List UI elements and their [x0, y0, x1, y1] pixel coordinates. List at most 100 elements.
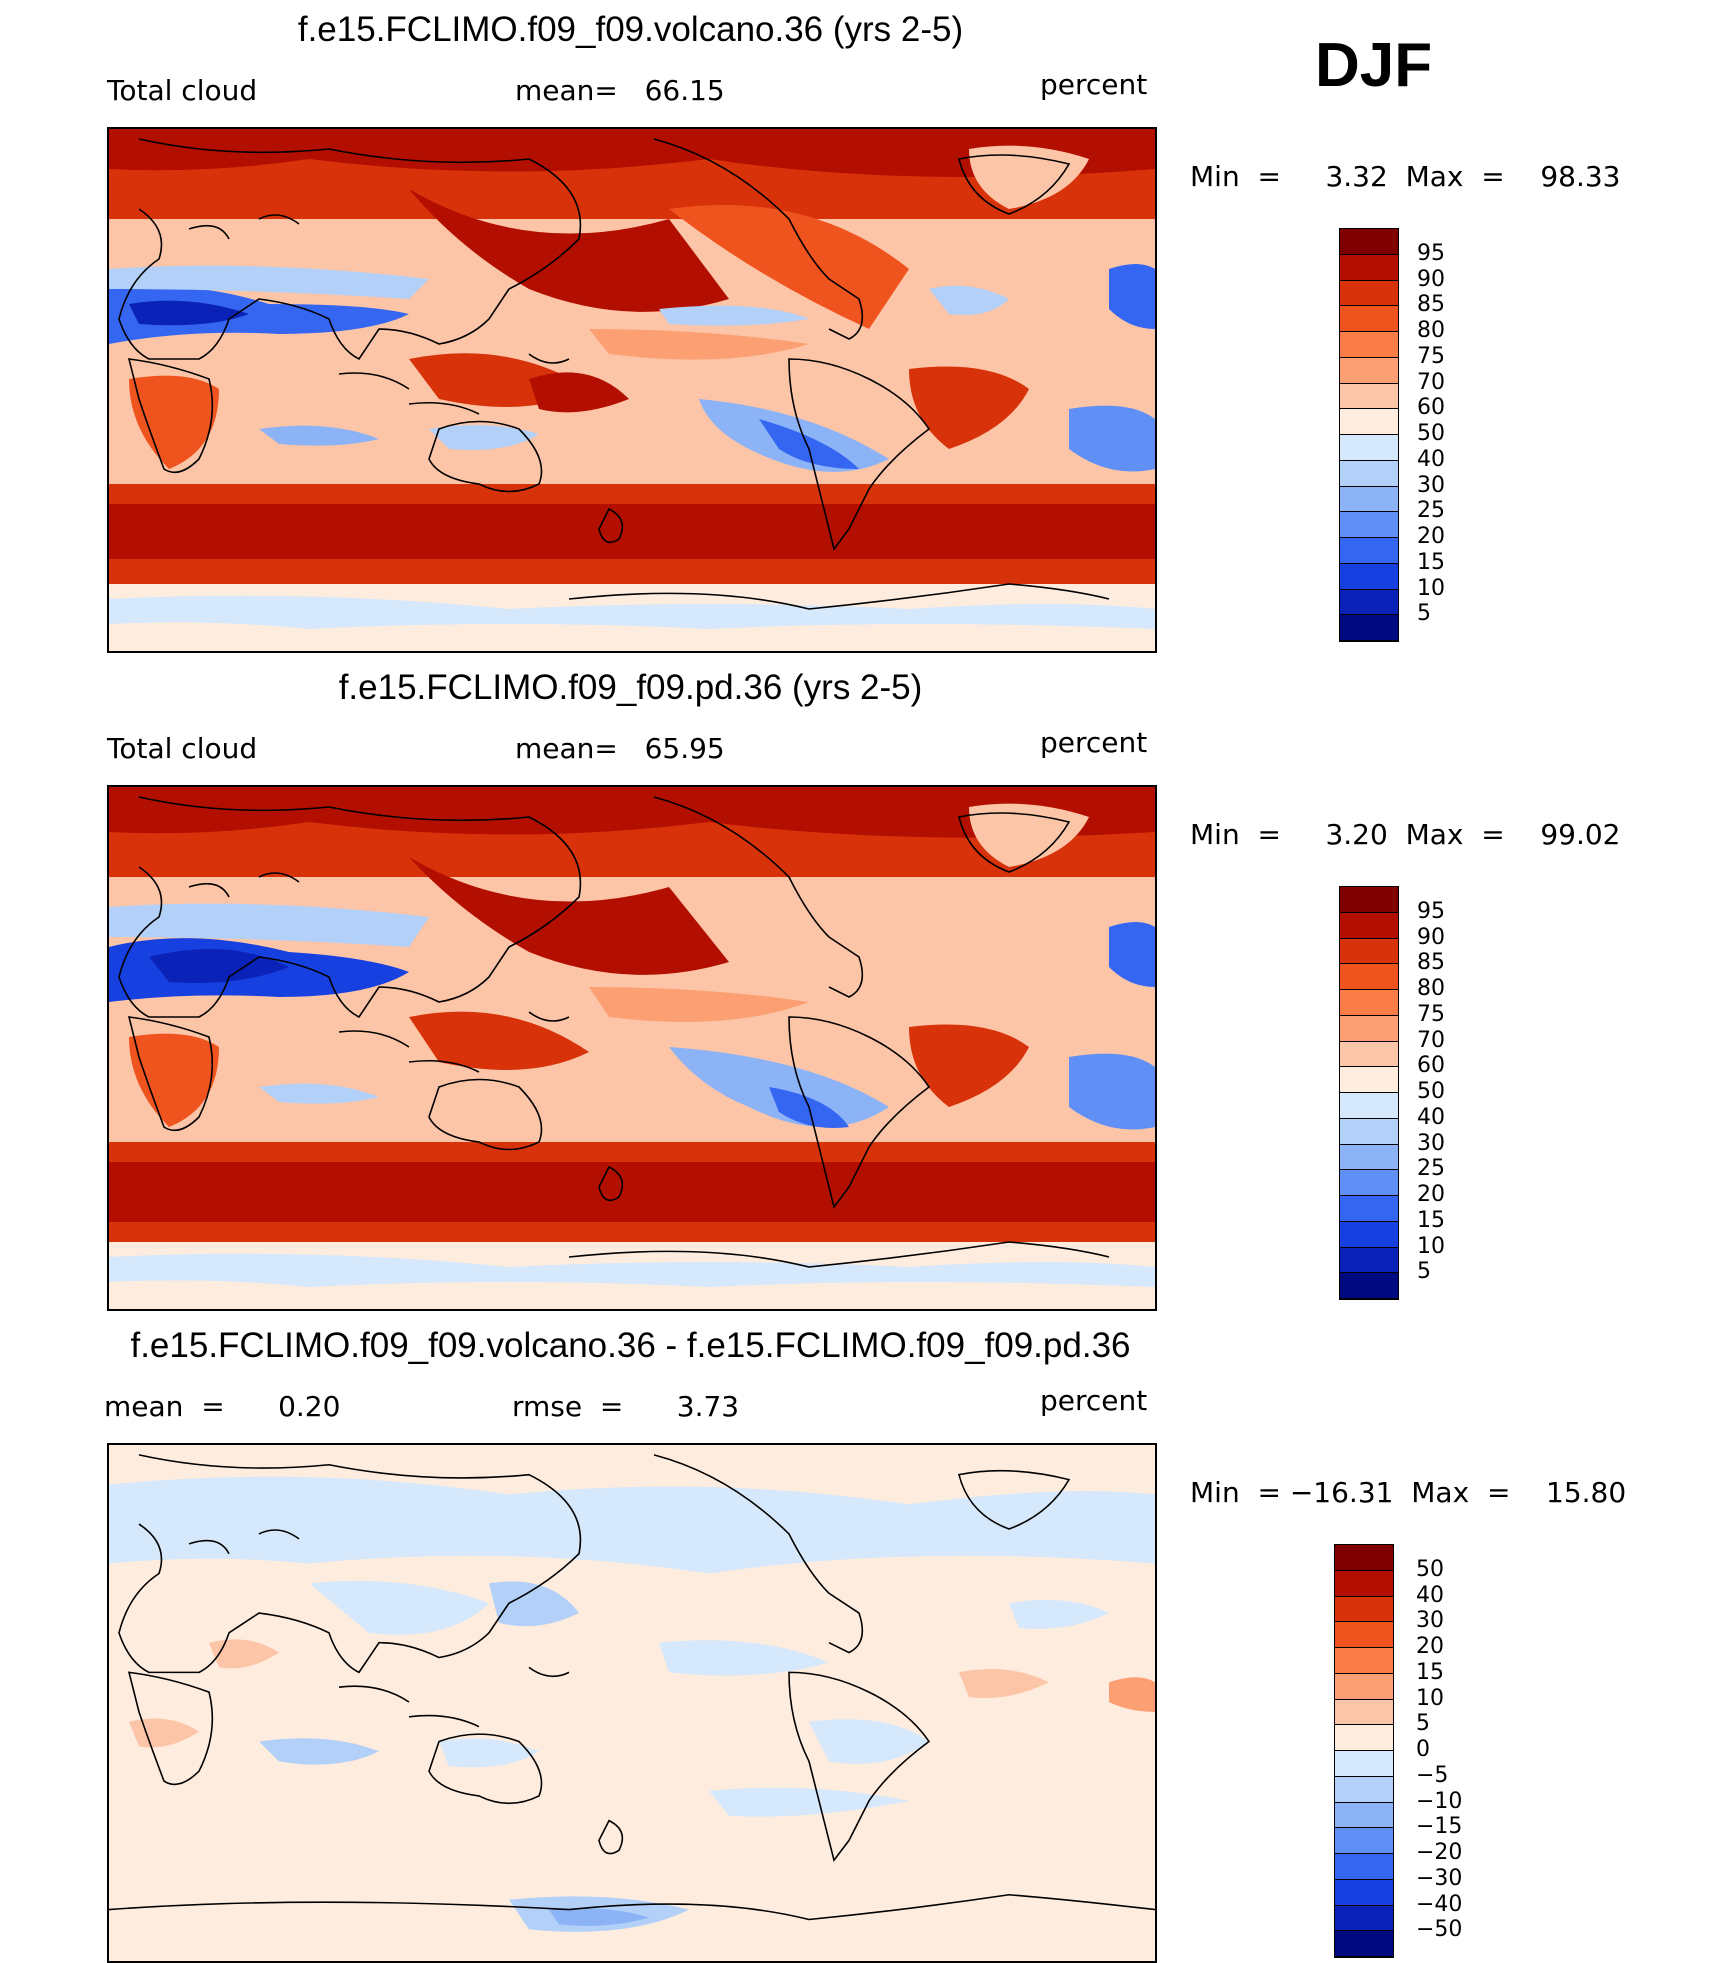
- colorbar-box: [1335, 1648, 1393, 1674]
- colorbar-box: [1340, 1118, 1398, 1145]
- panel2-variable-label: Total cloud: [107, 732, 258, 765]
- colorbar-box: [1340, 1221, 1398, 1248]
- colorbar-box: [1340, 912, 1398, 939]
- colorbar-tick-label: 15: [1417, 549, 1445, 575]
- colorbar-box: [1335, 1776, 1393, 1803]
- colorbar-box: [1340, 1247, 1398, 1274]
- panel2-title: f.e15.FCLIMO.f09_f09.pd.36 (yrs 2-5): [338, 668, 923, 707]
- panel3-mean-label: mean = 0.20: [104, 1390, 341, 1423]
- colorbar-box: [1340, 383, 1398, 410]
- panel1-colorbar-labels: 95 90 85 80 75 70 60 50 40 30 25 20 15 10 5: [1417, 228, 1477, 640]
- colorbar-tick-label: 15: [1417, 1207, 1445, 1233]
- colorbar-box: [1340, 229, 1398, 255]
- colorbar-tick-label: −10: [1416, 1788, 1463, 1814]
- colorbar-tick-label: 50: [1417, 1079, 1445, 1104]
- colorbar-box: [1335, 1854, 1393, 1880]
- colorbar-box: [1340, 1196, 1398, 1222]
- panel1-units-label: percent: [1040, 68, 1148, 101]
- colorbar-tick-label: 60: [1417, 1053, 1445, 1079]
- panel2-units-label: percent: [1040, 726, 1148, 759]
- colorbar-box: [1335, 1673, 1393, 1700]
- colorbar-tick-label: 5: [1416, 1711, 1430, 1737]
- panel3-map: [107, 1443, 1157, 1963]
- colorbar-box: [1340, 280, 1398, 307]
- colorbar-tick-label: 20: [1417, 1182, 1445, 1207]
- colorbar-tick-label: 0: [1416, 1737, 1430, 1762]
- panel3-colorbar-labels: 50 40 30 20 15 10 5 0 −5 −10 −15 −20 −30 −40 −50: [1416, 1544, 1496, 1956]
- colorbar-box: [1340, 589, 1398, 616]
- colorbar-box: [1340, 1067, 1398, 1093]
- colorbar-tick-label: 60: [1417, 395, 1445, 421]
- colorbar-tick-label: 75: [1417, 343, 1445, 369]
- colorbar-tick-label: 70: [1417, 1027, 1445, 1053]
- colorbar-box: [1340, 615, 1398, 641]
- colorbar-box: [1340, 460, 1398, 487]
- colorbar-box: [1335, 1622, 1393, 1648]
- colorbar-tick-label: 80: [1417, 318, 1445, 343]
- colorbar-tick-label: −15: [1416, 1814, 1463, 1840]
- panel1-title: f.e15.FCLIMO.f09_f09.volcano.36 (yrs 2-5…: [297, 10, 964, 49]
- colorbar-tick-label: 90: [1417, 266, 1445, 292]
- colorbar-tick-label: 40: [1417, 446, 1445, 472]
- panel2-mean-label: mean= 65.95: [515, 732, 725, 765]
- colorbar-box: [1335, 1828, 1393, 1854]
- colorbar-box: [1335, 1596, 1393, 1623]
- colorbar-tick-label: 15: [1416, 1659, 1444, 1685]
- colorbar-box: [1340, 409, 1398, 435]
- colorbar-box: [1340, 964, 1398, 990]
- colorbar-box: [1340, 1041, 1398, 1068]
- panel3-title: f.e15.FCLIMO.f09_f09.volcano.36 - f.e15.…: [130, 1326, 1131, 1365]
- colorbar-tick-label: 70: [1417, 369, 1445, 395]
- panel2-colorbar-labels: 95 90 85 80 75 70 60 50 40 30 25 20 15 10 5: [1417, 886, 1477, 1298]
- colorbar-box: [1340, 1273, 1398, 1299]
- colorbar-tick-label: 95: [1417, 898, 1445, 924]
- colorbar-box: [1340, 938, 1398, 965]
- colorbar-tick-label: 25: [1417, 1156, 1445, 1182]
- colorbar-box: [1335, 1905, 1393, 1932]
- panel1-field: [109, 129, 1155, 651]
- panel1-colorbar: [1339, 228, 1399, 642]
- colorbar-tick-label: 40: [1416, 1582, 1444, 1608]
- colorbar-tick-label: 95: [1417, 240, 1445, 266]
- colorbar-box: [1340, 563, 1398, 590]
- colorbar-tick-label: 30: [1417, 472, 1445, 498]
- colorbar-box: [1340, 486, 1398, 513]
- colorbar-tick-label: 40: [1417, 1104, 1445, 1130]
- colorbar-tick-label: 30: [1417, 1130, 1445, 1156]
- colorbar-box: [1340, 435, 1398, 461]
- colorbar-tick-label: 80: [1417, 976, 1445, 1001]
- panel3-field: [109, 1445, 1155, 1961]
- panel3-colorbar: [1334, 1544, 1394, 1958]
- colorbar-tick-label: 30: [1416, 1608, 1444, 1634]
- colorbar-tick-label: 50: [1417, 421, 1445, 446]
- colorbar-box: [1335, 1725, 1393, 1751]
- colorbar-tick-label: 5: [1417, 1259, 1431, 1285]
- colorbar-tick-label: 10: [1416, 1685, 1444, 1711]
- colorbar-tick-label: 50: [1416, 1556, 1444, 1582]
- panel2-field: [109, 787, 1155, 1309]
- colorbar-tick-label: 10: [1417, 575, 1445, 601]
- colorbar-box: [1335, 1931, 1393, 1957]
- colorbar-tick-label: −20: [1416, 1840, 1463, 1865]
- colorbar-box: [1335, 1699, 1393, 1726]
- colorbar-tick-label: 25: [1417, 498, 1445, 524]
- colorbar-tick-label: 10: [1417, 1233, 1445, 1259]
- panel1-mean-label: mean= 66.15: [515, 74, 725, 107]
- colorbar-tick-label: 5: [1417, 601, 1431, 627]
- colorbar-box: [1335, 1545, 1393, 1571]
- colorbar-box: [1340, 1170, 1398, 1196]
- panel2-minmax: Min = 3.20 Max = 99.02: [1190, 818, 1621, 851]
- colorbar-box: [1335, 1879, 1393, 1906]
- panel2-colorbar: [1339, 886, 1399, 1300]
- colorbar-box: [1340, 1144, 1398, 1171]
- colorbar-tick-label: −30: [1416, 1865, 1463, 1891]
- colorbar-tick-label: −50: [1416, 1917, 1463, 1943]
- colorbar-box: [1340, 254, 1398, 281]
- panel3-rmse-label: rmse = 3.73: [512, 1390, 740, 1423]
- panel3-minmax: Min = −16.31 Max = 15.80: [1190, 1476, 1627, 1509]
- colorbar-box: [1340, 306, 1398, 332]
- colorbar-box: [1335, 1751, 1393, 1777]
- panel1-map: [107, 127, 1157, 653]
- panel1-minmax: Min = 3.32 Max = 98.33: [1190, 160, 1621, 193]
- panel3-units-label: percent: [1040, 1384, 1148, 1417]
